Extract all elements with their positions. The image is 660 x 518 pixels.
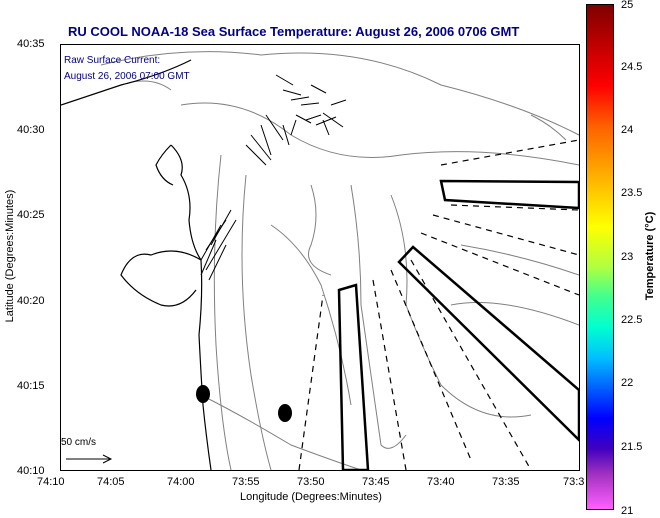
x-tick: 73:35 — [492, 476, 520, 488]
current-vector — [282, 124, 290, 146]
current-vector — [290, 96, 310, 101]
current-vector — [315, 116, 337, 126]
x-tick: 73:40 — [427, 476, 455, 488]
beam-southeast — [397, 245, 579, 442]
current-vector — [200, 239, 217, 276]
colorbar-tick: 21 — [621, 505, 634, 517]
colorbar-tick: 25 — [621, 0, 634, 11]
contour-line — [350, 184, 407, 449]
beam-east — [439, 179, 579, 210]
current-vector — [260, 124, 272, 156]
annotation-line1: Raw Surface Current: — [64, 55, 161, 66]
contour-line — [460, 244, 579, 276]
current-vector — [295, 114, 312, 124]
x-axis-label: Longitude (Degrees:Minutes) — [240, 491, 382, 503]
bathymetry-contours — [100, 51, 579, 470]
y-tick: 40:25 — [17, 209, 45, 221]
coastline-north — [61, 59, 192, 106]
x-tick: 73:50 — [297, 476, 325, 488]
y-tick: 40:35 — [17, 38, 45, 50]
current-vector — [265, 114, 284, 141]
contour-line — [100, 51, 579, 136]
coastline-bay — [155, 144, 174, 186]
scale-arrow-head — [102, 454, 113, 464]
current-vector — [310, 84, 327, 94]
colorbar-tick: 22 — [621, 377, 634, 389]
contour-line — [241, 174, 272, 470]
current-vector — [305, 114, 322, 121]
scale-label: 50 cm/s — [61, 437, 97, 448]
contour-line — [450, 302, 579, 326]
current-vector — [250, 134, 272, 161]
current-vector — [245, 144, 267, 166]
contour-line — [200, 394, 362, 470]
y-tick: 40:20 — [17, 295, 45, 307]
current-vectors — [200, 74, 347, 281]
dashed-line — [440, 139, 579, 166]
dashed-line — [298, 294, 324, 470]
y-tick: 40:15 — [17, 380, 45, 392]
beam-south — [337, 283, 370, 470]
dashed-line — [410, 259, 532, 470]
current-vector — [205, 219, 237, 271]
x-tick: 74:00 — [167, 476, 195, 488]
x-tick: 73:55 — [232, 476, 260, 488]
dashed-line — [420, 232, 579, 296]
current-vector — [200, 224, 222, 261]
x-tick: 74:10 — [37, 476, 65, 488]
current-vector — [300, 102, 320, 106]
map-title-text: RU COOL NOAA-18 Sea Surface Temperature:… — [68, 24, 520, 39]
coastline-main — [170, 144, 212, 470]
colorbar-tick: 24.5 — [621, 61, 643, 73]
colorbar-tick: 22.5 — [621, 314, 643, 326]
scale-arrow — [66, 454, 113, 464]
x-tick: 73:45 — [362, 476, 390, 488]
contour-line — [390, 194, 532, 418]
colorbar-label: Temperature (°C) — [644, 211, 656, 301]
annotation-line2: August 26, 2006 07:00 GMT — [64, 71, 190, 82]
coastline-river — [120, 250, 202, 307]
contour-line — [270, 224, 352, 406]
station-marker — [278, 404, 292, 422]
current-vector — [290, 119, 297, 136]
contour-line — [120, 80, 172, 91]
contour-line — [180, 102, 579, 166]
x-tick: 73:3 — [563, 476, 585, 488]
map-plot-area: Raw Surface Current: August 26, 2006 07:… — [60, 44, 580, 471]
dashed-line — [432, 214, 579, 256]
contour-line — [213, 154, 232, 470]
y-tick: 40:10 — [17, 465, 45, 477]
radar-dashed-lines — [298, 139, 579, 470]
current-vector — [322, 119, 330, 136]
y-axis-label: Latitude (Degrees:Minutes) — [4, 189, 16, 323]
current-vector — [275, 74, 294, 86]
contour-line — [530, 114, 567, 141]
colorbar-tick: 23.5 — [621, 187, 643, 199]
colorbar-tick: 24 — [621, 124, 634, 136]
radar-beams — [337, 179, 579, 470]
x-tick: 74:05 — [97, 476, 125, 488]
current-vector — [330, 99, 347, 106]
current-vector — [322, 112, 344, 128]
dashed-line — [390, 269, 472, 461]
map-svg — [61, 51, 579, 470]
current-vector — [282, 89, 302, 96]
station-marker — [196, 385, 210, 403]
y-tick: 40:30 — [17, 124, 45, 136]
current-vector — [208, 244, 227, 281]
colorbar-tick: 21.5 — [621, 441, 643, 453]
colorbar-tick: 23 — [621, 251, 634, 263]
coastline — [61, 59, 212, 470]
colorbar — [586, 4, 614, 510]
contour-line — [308, 184, 332, 276]
